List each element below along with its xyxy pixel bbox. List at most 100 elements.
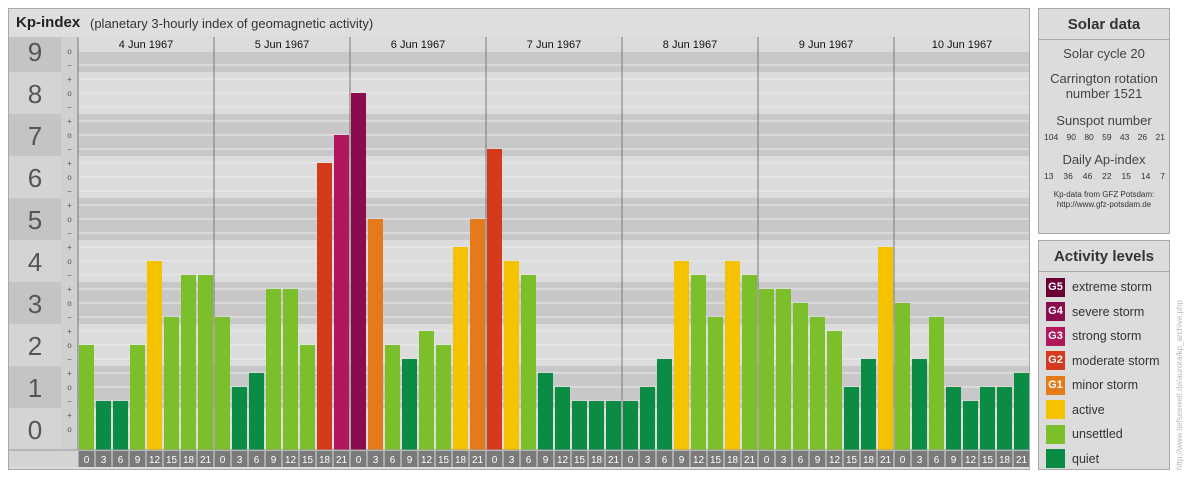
kp-bar xyxy=(691,274,706,450)
activity-level-swatch: G2 xyxy=(1046,351,1065,370)
kp-bar xyxy=(504,261,519,450)
interval-cell xyxy=(214,451,231,467)
solar-cycle: Solar cycle 20 xyxy=(1063,46,1145,61)
interval-start-label: 0 xyxy=(84,455,90,466)
interval-start-label: 18 xyxy=(319,455,331,466)
kp-bar xyxy=(351,93,366,450)
interval-cell xyxy=(367,451,384,467)
interval-start-label: 18 xyxy=(727,455,739,466)
interval-cell xyxy=(163,451,180,467)
interval-cell xyxy=(911,451,928,467)
interval-start-label: 9 xyxy=(271,455,277,466)
interval-cell xyxy=(350,451,367,467)
sunspot-value: 59 xyxy=(1102,132,1112,142)
interval-start-label: 3 xyxy=(509,455,515,466)
activity-levels-panel: Activity levels G5 extreme storm G4 severe … xyxy=(1038,240,1170,470)
kp-axis-cell xyxy=(9,114,61,156)
activity-level-label: active xyxy=(1072,402,1105,417)
kp-bar xyxy=(130,345,145,450)
interval-cell xyxy=(435,451,452,467)
interval-cell xyxy=(129,451,146,467)
interval-cell xyxy=(146,451,163,467)
activity-level-swatch xyxy=(1046,449,1065,468)
minor-tick-label: + xyxy=(67,159,72,168)
solar-data-panel: Solar data Solar cycle 20 Carrington rot… xyxy=(1038,8,1170,234)
kp-bar xyxy=(827,331,842,450)
activity-level-swatch xyxy=(1046,424,1065,444)
minor-tick-label: − xyxy=(67,397,72,406)
kp-bar xyxy=(419,331,434,450)
y-tick-label: 1 xyxy=(28,373,42,403)
interval-start-label: 0 xyxy=(764,455,770,466)
activity-level-label: strong storm xyxy=(1072,329,1142,343)
kp-bar xyxy=(674,261,689,450)
solar-data-heading: Solar data xyxy=(1039,9,1169,40)
interval-start-label: 3 xyxy=(645,455,651,466)
kp-bar xyxy=(878,247,893,450)
interval-cell xyxy=(877,451,894,467)
ap-value: 7 xyxy=(1160,171,1165,181)
interval-cell xyxy=(520,451,537,467)
day-label: 4 Jun 1967 xyxy=(119,39,173,51)
minor-tick-label: − xyxy=(67,187,72,196)
activity-level-label: moderate storm xyxy=(1072,353,1160,368)
kp-bar xyxy=(181,274,196,450)
ap-index-label: Daily Ap-index xyxy=(1062,152,1146,167)
kp-bar xyxy=(708,316,723,450)
interval-cell xyxy=(384,451,401,467)
kp-bar xyxy=(453,247,468,450)
kp-bar xyxy=(266,289,281,450)
interval-cell xyxy=(894,451,911,467)
interval-cell xyxy=(282,451,299,467)
minor-tick-column xyxy=(61,37,78,450)
activity-level-swatch: G5 xyxy=(1046,277,1065,297)
interval-start-label: 21 xyxy=(472,455,484,466)
interval-cell xyxy=(996,451,1013,467)
day-label: 9 Jun 1967 xyxy=(799,39,853,51)
interval-cell xyxy=(826,451,843,467)
activity-level-label: unsettled xyxy=(1072,427,1123,441)
y-tick-label: 8 xyxy=(28,79,42,109)
minor-tick-label: o xyxy=(67,215,72,224)
kp-bar xyxy=(215,316,230,450)
day-header-strip xyxy=(78,37,1029,51)
interval-start-label: 3 xyxy=(237,455,243,466)
interval-cell xyxy=(860,451,877,467)
interval-start-label: 0 xyxy=(628,455,634,466)
kp-bar xyxy=(232,387,247,450)
minor-tick-label: o xyxy=(67,131,72,140)
interval-start-label: 15 xyxy=(846,455,858,466)
kp-bar xyxy=(96,400,111,450)
interval-start-label: 18 xyxy=(863,455,875,466)
activity-levels-heading: Activity levels xyxy=(1039,241,1169,272)
interval-start-label: 21 xyxy=(744,455,756,466)
minor-tick-label: − xyxy=(67,103,72,112)
activity-level-row: quiet xyxy=(1046,449,1099,469)
interval-start-label: 6 xyxy=(662,455,668,466)
interval-cell xyxy=(418,451,435,467)
interval-start-label: 0 xyxy=(220,455,226,466)
ap-value: 22 xyxy=(1102,171,1112,181)
activity-level-row: G3 strong storm xyxy=(1046,326,1141,346)
interval-start-label: 12 xyxy=(829,455,841,466)
minor-tick-label: o xyxy=(67,299,72,308)
interval-cell xyxy=(945,451,962,467)
kp-axis-cell xyxy=(9,282,61,324)
interval-start-label: 18 xyxy=(999,455,1011,466)
kp-bar xyxy=(640,387,655,450)
kp-bar xyxy=(555,387,570,450)
interval-cell xyxy=(809,451,826,467)
interval-start-label: 18 xyxy=(591,455,603,466)
minor-tick-label: − xyxy=(67,61,72,70)
kp-bar xyxy=(164,316,179,450)
kp-bar xyxy=(759,289,774,450)
kp-bar xyxy=(929,316,944,450)
interval-start-label: 15 xyxy=(982,455,994,466)
interval-start-label: 6 xyxy=(254,455,260,466)
interval-cell xyxy=(928,451,945,467)
interval-cell xyxy=(724,451,741,467)
kp-band xyxy=(78,51,1029,72)
interval-cell xyxy=(843,451,860,467)
kp-bar xyxy=(283,289,298,450)
kp-bar xyxy=(946,387,961,450)
